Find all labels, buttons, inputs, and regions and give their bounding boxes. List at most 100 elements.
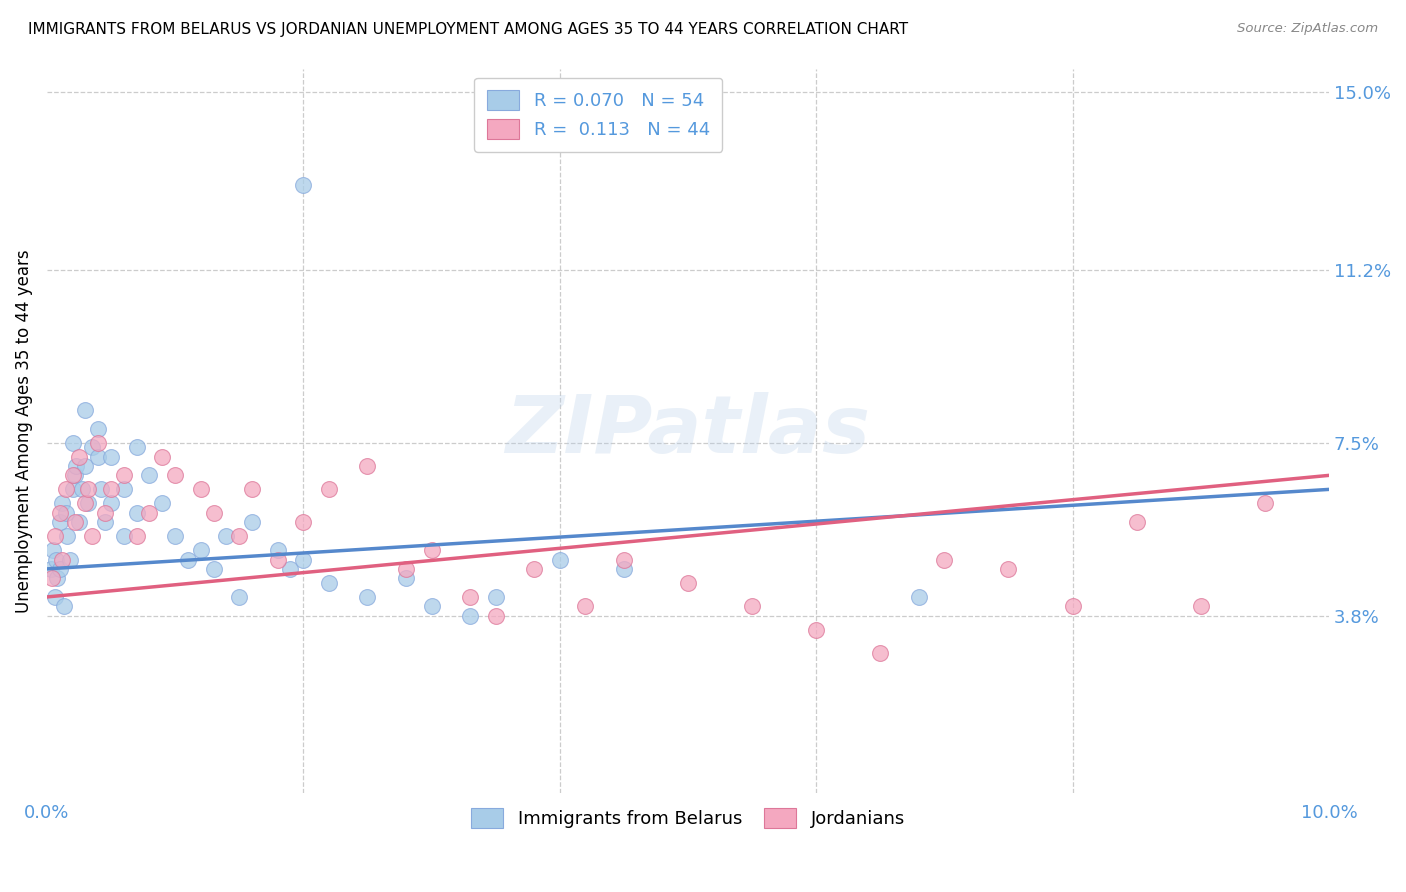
Point bbox=[215, 529, 238, 543]
Point bbox=[292, 515, 315, 529]
Point bbox=[420, 543, 443, 558]
Point bbox=[1254, 496, 1277, 510]
Point bbox=[395, 562, 418, 576]
Point bbox=[44, 590, 66, 604]
Point bbox=[523, 562, 546, 576]
Point bbox=[51, 552, 73, 566]
Point bbox=[548, 552, 571, 566]
Point bbox=[150, 450, 173, 464]
Point bbox=[63, 515, 86, 529]
Point bbox=[55, 506, 77, 520]
Point bbox=[65, 458, 87, 473]
Point bbox=[165, 529, 187, 543]
Point bbox=[934, 552, 956, 566]
Point bbox=[41, 571, 63, 585]
Point bbox=[190, 543, 212, 558]
Point bbox=[613, 562, 636, 576]
Point bbox=[80, 529, 103, 543]
Point bbox=[613, 552, 636, 566]
Text: ZIPatlas: ZIPatlas bbox=[505, 392, 870, 470]
Point bbox=[46, 571, 69, 585]
Point bbox=[292, 552, 315, 566]
Y-axis label: Unemployment Among Ages 35 to 44 years: Unemployment Among Ages 35 to 44 years bbox=[15, 249, 32, 613]
Point bbox=[420, 599, 443, 614]
Point bbox=[266, 552, 288, 566]
Point bbox=[55, 483, 77, 497]
Point bbox=[70, 483, 93, 497]
Point bbox=[80, 440, 103, 454]
Point bbox=[356, 590, 378, 604]
Point bbox=[112, 468, 135, 483]
Point bbox=[177, 552, 200, 566]
Point bbox=[62, 435, 84, 450]
Point bbox=[240, 483, 263, 497]
Point bbox=[56, 529, 79, 543]
Legend: Immigrants from Belarus, Jordanians: Immigrants from Belarus, Jordanians bbox=[464, 801, 912, 835]
Point bbox=[48, 562, 70, 576]
Point bbox=[138, 468, 160, 483]
Point bbox=[48, 506, 70, 520]
Point bbox=[39, 562, 62, 576]
Point bbox=[165, 468, 187, 483]
Point bbox=[51, 496, 73, 510]
Point bbox=[741, 599, 763, 614]
Point bbox=[138, 506, 160, 520]
Point bbox=[125, 440, 148, 454]
Point bbox=[266, 543, 288, 558]
Point bbox=[907, 590, 929, 604]
Point bbox=[48, 515, 70, 529]
Point bbox=[574, 599, 596, 614]
Point bbox=[485, 590, 508, 604]
Point bbox=[112, 529, 135, 543]
Point bbox=[150, 496, 173, 510]
Point bbox=[485, 608, 508, 623]
Point bbox=[93, 515, 115, 529]
Point bbox=[997, 562, 1019, 576]
Point bbox=[676, 575, 699, 590]
Point bbox=[87, 435, 110, 450]
Point bbox=[228, 590, 250, 604]
Point bbox=[75, 496, 97, 510]
Point bbox=[356, 458, 378, 473]
Point bbox=[292, 178, 315, 193]
Point bbox=[75, 458, 97, 473]
Point bbox=[100, 496, 122, 510]
Point bbox=[395, 571, 418, 585]
Point bbox=[75, 403, 97, 417]
Point bbox=[45, 552, 67, 566]
Point bbox=[458, 590, 481, 604]
Point bbox=[458, 608, 481, 623]
Point bbox=[90, 483, 112, 497]
Point bbox=[318, 575, 340, 590]
Point bbox=[100, 483, 122, 497]
Point bbox=[804, 623, 827, 637]
Point bbox=[125, 529, 148, 543]
Point bbox=[869, 646, 891, 660]
Point bbox=[125, 506, 148, 520]
Point bbox=[77, 496, 100, 510]
Point bbox=[280, 562, 302, 576]
Point bbox=[87, 421, 110, 435]
Point bbox=[228, 529, 250, 543]
Point bbox=[318, 483, 340, 497]
Point bbox=[59, 552, 82, 566]
Point bbox=[42, 543, 65, 558]
Point bbox=[1189, 599, 1212, 614]
Point bbox=[202, 562, 225, 576]
Point bbox=[87, 450, 110, 464]
Point bbox=[52, 599, 75, 614]
Point bbox=[112, 483, 135, 497]
Point bbox=[67, 450, 90, 464]
Point bbox=[240, 515, 263, 529]
Point bbox=[63, 468, 86, 483]
Text: Source: ZipAtlas.com: Source: ZipAtlas.com bbox=[1237, 22, 1378, 36]
Point bbox=[44, 529, 66, 543]
Text: IMMIGRANTS FROM BELARUS VS JORDANIAN UNEMPLOYMENT AMONG AGES 35 TO 44 YEARS CORR: IMMIGRANTS FROM BELARUS VS JORDANIAN UNE… bbox=[28, 22, 908, 37]
Point bbox=[1062, 599, 1084, 614]
Point bbox=[67, 515, 90, 529]
Point bbox=[77, 483, 100, 497]
Point bbox=[190, 483, 212, 497]
Point bbox=[62, 468, 84, 483]
Point bbox=[202, 506, 225, 520]
Point bbox=[1125, 515, 1147, 529]
